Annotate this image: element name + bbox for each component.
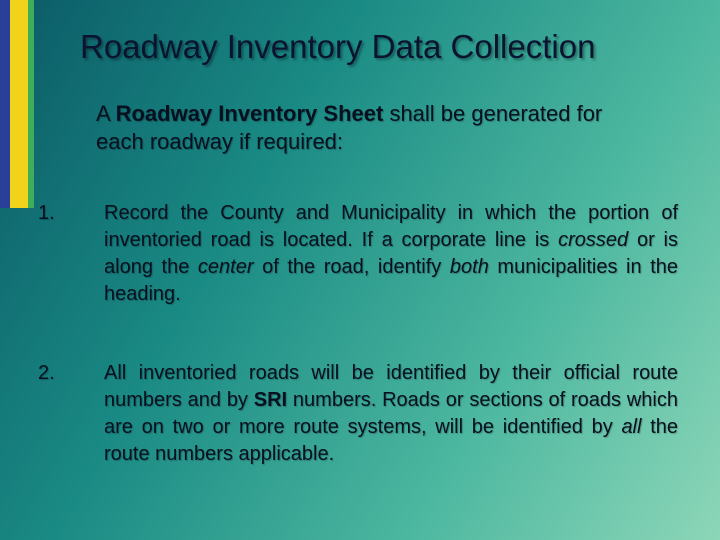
content-area: Roadway Inventory Data Collection A Road… (0, 0, 720, 540)
italic-both: both (450, 256, 489, 278)
bold-sri: SRI (254, 389, 287, 411)
list-item-1: 1. Record the County and Municipality in… (38, 200, 678, 308)
intro-bold: Roadway Inventory Sheet (116, 101, 384, 126)
slide: Roadway Inventory Data Collection A Road… (0, 0, 720, 540)
slide-title: Roadway Inventory Data Collection (80, 28, 595, 66)
intro-prefix: A (96, 101, 116, 126)
italic-crossed: crossed (558, 229, 628, 251)
item-body: Record the County and Municipality in wh… (38, 200, 678, 308)
item-body: All inventoried roads will be identified… (38, 360, 678, 468)
list-item-2: 2. All inventoried roads will be identif… (38, 360, 678, 468)
item-text: of the road, identify (254, 256, 450, 278)
item-number: 1. (38, 200, 66, 227)
item-number: 2. (38, 360, 88, 387)
italic-all: all (621, 416, 641, 438)
intro-paragraph: A Roadway Inventory Sheet shall be gener… (96, 100, 656, 155)
italic-center: center (198, 256, 254, 278)
